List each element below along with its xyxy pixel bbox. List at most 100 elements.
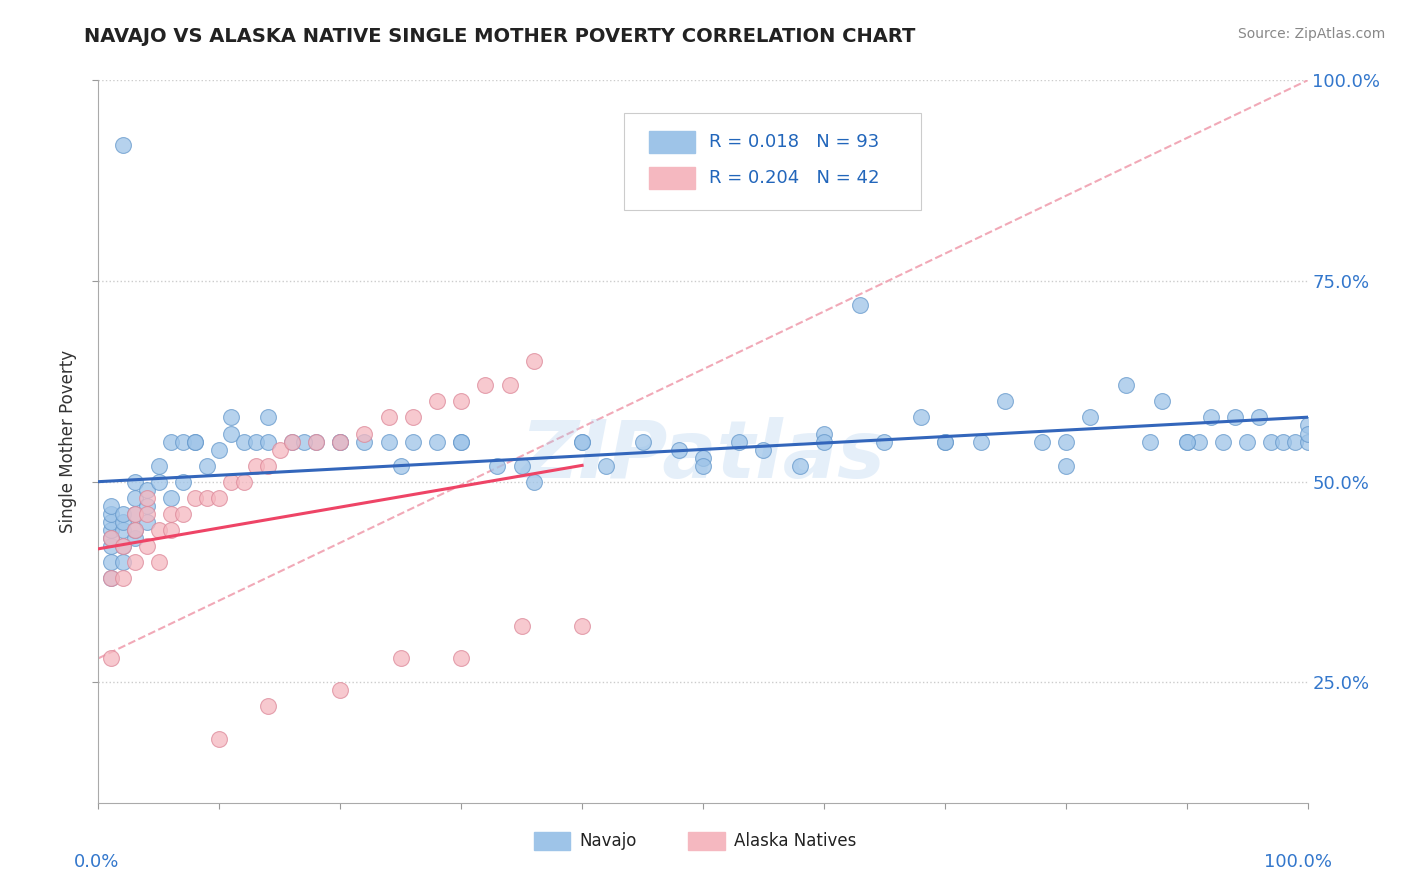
Point xyxy=(232,475,254,489)
Point xyxy=(426,434,449,449)
Point xyxy=(184,434,207,449)
Point xyxy=(148,555,170,569)
Point xyxy=(934,434,956,449)
Point xyxy=(1212,434,1234,449)
Point xyxy=(402,434,425,449)
Point xyxy=(668,442,690,457)
Point xyxy=(498,378,520,392)
Point xyxy=(486,458,509,473)
Point xyxy=(100,571,122,585)
Point xyxy=(1078,410,1101,425)
Point xyxy=(135,515,157,529)
Point xyxy=(474,378,496,392)
Point xyxy=(571,619,593,633)
Point xyxy=(426,394,449,409)
Point xyxy=(111,539,134,553)
Point xyxy=(1054,458,1077,473)
Point xyxy=(100,531,122,545)
Point xyxy=(256,699,278,714)
Point xyxy=(1054,434,1077,449)
Point xyxy=(510,619,533,633)
Point xyxy=(292,434,315,449)
Text: ZIPatlas: ZIPatlas xyxy=(520,417,886,495)
Point xyxy=(813,434,835,449)
Point xyxy=(208,442,231,457)
Text: Navajo: Navajo xyxy=(579,832,637,850)
Point xyxy=(245,458,267,473)
Point xyxy=(111,555,134,569)
Point xyxy=(389,458,412,473)
Point xyxy=(160,523,183,537)
Point xyxy=(160,491,183,505)
Point xyxy=(124,475,146,489)
Point xyxy=(245,434,267,449)
Point xyxy=(135,491,157,505)
Bar xyxy=(648,131,695,153)
Point xyxy=(160,434,183,449)
Point xyxy=(631,434,654,449)
Point xyxy=(1199,410,1222,425)
Point xyxy=(269,442,291,457)
Point xyxy=(100,651,122,665)
Point xyxy=(124,531,146,545)
Point xyxy=(377,410,399,425)
Point xyxy=(100,515,122,529)
Point xyxy=(910,410,932,425)
Point xyxy=(184,491,207,505)
Text: 100.0%: 100.0% xyxy=(1264,854,1331,871)
Point xyxy=(353,434,375,449)
Point xyxy=(450,434,472,449)
Point xyxy=(124,491,146,505)
Point xyxy=(281,434,304,449)
Point xyxy=(100,571,122,585)
Point xyxy=(1260,434,1282,449)
Text: Source: ZipAtlas.com: Source: ZipAtlas.com xyxy=(1237,27,1385,41)
Point xyxy=(111,137,134,152)
Point xyxy=(571,434,593,449)
Point xyxy=(172,507,194,521)
Point xyxy=(100,507,122,521)
Point xyxy=(1236,434,1258,449)
Point xyxy=(692,458,714,473)
Point xyxy=(571,434,593,449)
Point xyxy=(148,458,170,473)
Point xyxy=(172,475,194,489)
Point xyxy=(195,458,218,473)
Point xyxy=(523,475,546,489)
Point xyxy=(221,410,243,425)
Point xyxy=(195,491,218,505)
Point xyxy=(353,426,375,441)
Bar xyxy=(534,831,569,850)
Point xyxy=(1296,418,1319,433)
Point xyxy=(232,434,254,449)
Point xyxy=(100,531,122,545)
Point xyxy=(135,499,157,513)
Point xyxy=(873,434,896,449)
Point xyxy=(305,434,328,449)
Point xyxy=(692,450,714,465)
Point xyxy=(221,426,243,441)
Point xyxy=(124,507,146,521)
Point xyxy=(305,434,328,449)
Point xyxy=(124,507,146,521)
Point xyxy=(1296,426,1319,441)
Point xyxy=(849,298,872,312)
Point xyxy=(148,475,170,489)
Point xyxy=(184,434,207,449)
Point xyxy=(994,394,1017,409)
Point xyxy=(1139,434,1161,449)
Point xyxy=(329,434,352,449)
Point xyxy=(1031,434,1053,449)
Point xyxy=(124,555,146,569)
Point xyxy=(135,483,157,497)
Point xyxy=(256,434,278,449)
Point xyxy=(1175,434,1198,449)
Point xyxy=(1296,434,1319,449)
Bar xyxy=(648,167,695,189)
Bar xyxy=(689,831,724,850)
Point xyxy=(111,523,134,537)
Point xyxy=(135,507,157,521)
Point xyxy=(208,491,231,505)
FancyBboxPatch shape xyxy=(624,112,921,211)
Point xyxy=(111,539,134,553)
